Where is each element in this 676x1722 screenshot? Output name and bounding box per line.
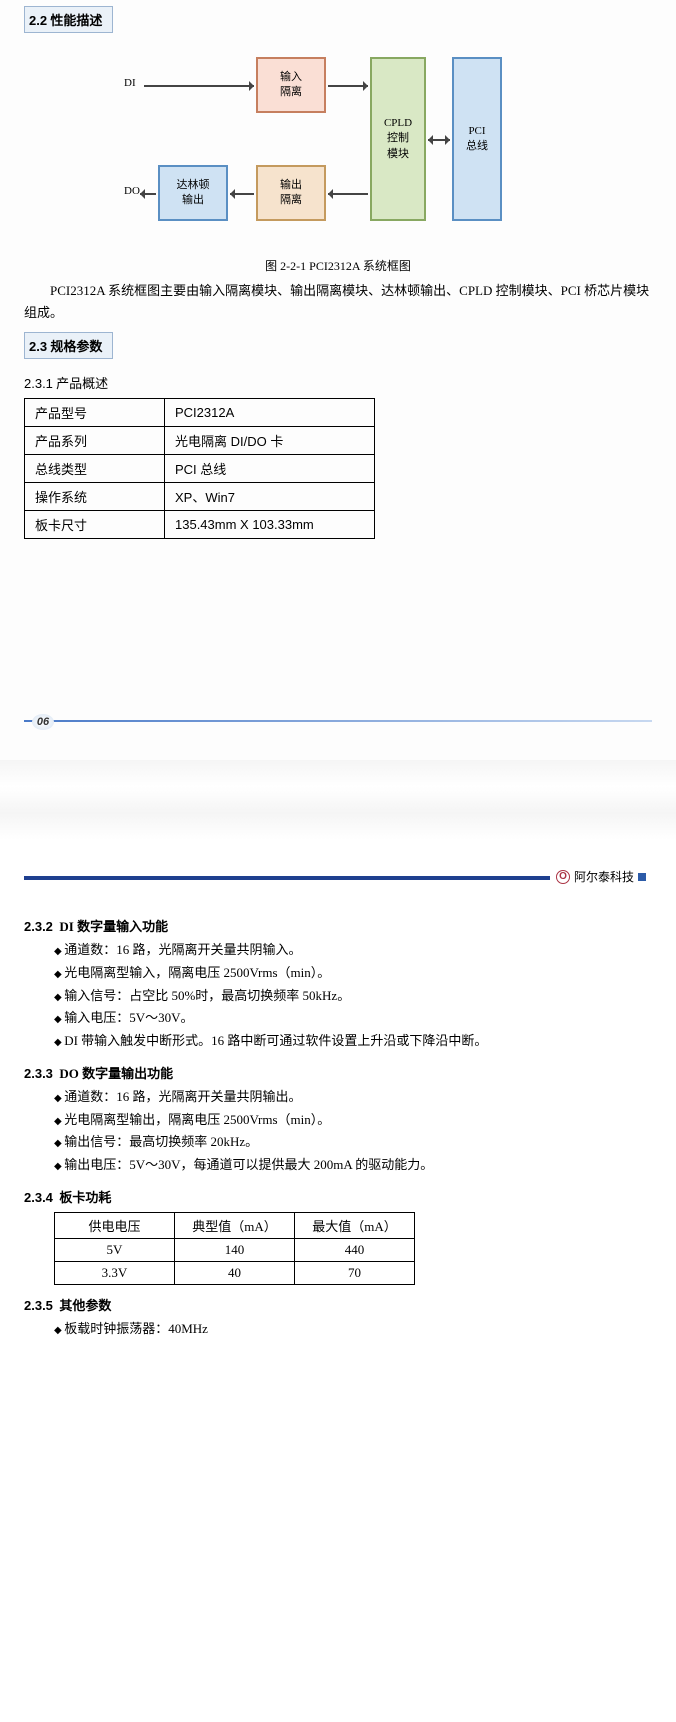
table-cell: 135.43mm X 103.33mm [165,511,375,539]
page-gap [0,760,676,840]
table-row: 5V140440 [55,1238,415,1261]
table-cell: 3.3V [55,1261,175,1284]
subsection-2-3-3: 2.3.3 DO 数字量输出功能 [24,1063,652,1082]
arrow [140,193,156,195]
arrow [428,139,450,141]
product-overview-table: 产品型号PCI2312A产品系列光电隔离 DI/DO 卡总线类型PCI 总线操作… [24,398,375,539]
subsection-2-3-4: 2.3.4 板卡功耗 [24,1187,652,1206]
table-row: 3.3V4070 [55,1261,415,1284]
table-cell: PCI 总线 [165,455,375,483]
list-item: 输入电压：5V～30V。 [54,1007,652,1030]
section-num: 2.2 [29,13,47,28]
diagram-caption: 图 2-2-1 PCI2312A 系统框图 [24,257,652,274]
table-cell: 操作系统 [25,483,165,511]
table-row: 总线类型PCI 总线 [25,455,375,483]
section-title: 规格参数 [50,339,102,354]
list-item: 输入信号：占空比 50%时，最高切换频率 50kHz。 [54,985,652,1008]
page-2-header: O 阿尔泰科技 [24,868,652,890]
list-item: 输出信号：最高切换频率 20kHz。 [54,1131,652,1154]
arrow [328,85,368,87]
list-item: 通道数：16 路，光隔离开关量共阴输入。 [54,939,652,962]
brand-box: O 阿尔泰科技 [550,868,652,885]
page-2: O 阿尔泰科技 2.3.2 DI 数字量输入功能 通道数：16 路，光隔离开关量… [0,868,676,1722]
brand-logo-icon: O [556,870,570,884]
list-item: DI 带输入触发中断形式。16 路中断可通过软件设置上升沿或下降沿中断。 [54,1030,652,1053]
table-cell: XP、Win7 [165,483,375,511]
table-row: 板卡尺寸135.43mm X 103.33mm [25,511,375,539]
block-diagram: DI DO 输入 隔离 CPLD 控制 模块 PCI 总线 输出 隔离 达林顿 … [24,41,652,251]
table-cell: 产品系列 [25,427,165,455]
block-output-isolation: 输出 隔离 [256,165,326,221]
table-cell: 总线类型 [25,455,165,483]
table-cell: 产品型号 [25,399,165,427]
block-pci-bus: PCI 总线 [452,57,502,221]
table-cell: 40 [175,1261,295,1284]
list-item: 光电隔离型输出，隔离电压 2500Vrms（min）。 [54,1109,652,1132]
brand-square-icon [638,873,646,881]
subsection-2-3-2: 2.3.2 DI 数字量输入功能 [24,916,652,935]
arrow [328,193,368,195]
table-cell: 光电隔离 DI/DO 卡 [165,427,375,455]
page-number-badge: 06 [32,714,54,730]
di-label: DI [124,77,136,89]
arrow [144,85,254,87]
list-item: 板载时钟振荡器：40MHz [54,1318,652,1341]
table-header: 最大值（mA） [295,1212,415,1238]
paragraph-2-2: PCI2312A 系统框图主要由输入隔离模块、输出隔离模块、达林顿输出、CPLD… [24,280,652,324]
di-feature-list: 通道数：16 路，光隔离开关量共阴输入。光电隔离型输入，隔离电压 2500Vrm… [54,939,652,1053]
page-footer: 06 [24,720,652,736]
table-cell: 70 [295,1261,415,1284]
block-darlington: 达林顿 输出 [158,165,228,221]
brand-text: 阿尔泰科技 [574,868,634,885]
arrow [230,193,254,195]
subsection-2-3-5: 2.3.5 其他参数 [24,1295,652,1314]
section-title: 性能描述 [50,13,102,28]
power-table: 供电电压典型值（mA）最大值（mA） 5V1404403.3V4070 [54,1212,415,1285]
section-2-2-heading: 2.2 性能描述 [24,6,113,33]
table-cell: 5V [55,1238,175,1261]
block-cpld: CPLD 控制 模块 [370,57,426,221]
page-footer-line [24,720,652,722]
other-params-list: 板载时钟振荡器：40MHz [54,1318,652,1341]
table-cell: 板卡尺寸 [25,511,165,539]
table-cell: 440 [295,1238,415,1261]
list-item: 通道数：16 路，光隔离开关量共阴输出。 [54,1086,652,1109]
table-cell: PCI2312A [165,399,375,427]
list-item: 光电隔离型输入，隔离电压 2500Vrms（min）。 [54,962,652,985]
section-2-3-heading: 2.3 规格参数 [24,332,113,359]
table-row: 产品系列光电隔离 DI/DO 卡 [25,427,375,455]
table-row: 产品型号PCI2312A [25,399,375,427]
section-num: 2.3 [29,339,47,354]
do-feature-list: 通道数：16 路，光隔离开关量共阴输出。光电隔离型输出，隔离电压 2500Vrm… [54,1086,652,1177]
table-row: 操作系统XP、Win7 [25,483,375,511]
table-cell: 140 [175,1238,295,1261]
block-input-isolation: 输入 隔离 [256,57,326,113]
subsection-2-3-1: 2.3.1 产品概述 [24,373,652,392]
list-item: 输出电压：5V～30V，每通道可以提供最大 200mA 的驱动能力。 [54,1154,652,1177]
table-header: 供电电压 [55,1212,175,1238]
page-1: 2.2 性能描述 DI DO 输入 隔离 CPLD 控制 模块 PCI 总线 输… [0,0,676,760]
table-header: 典型值（mA） [175,1212,295,1238]
